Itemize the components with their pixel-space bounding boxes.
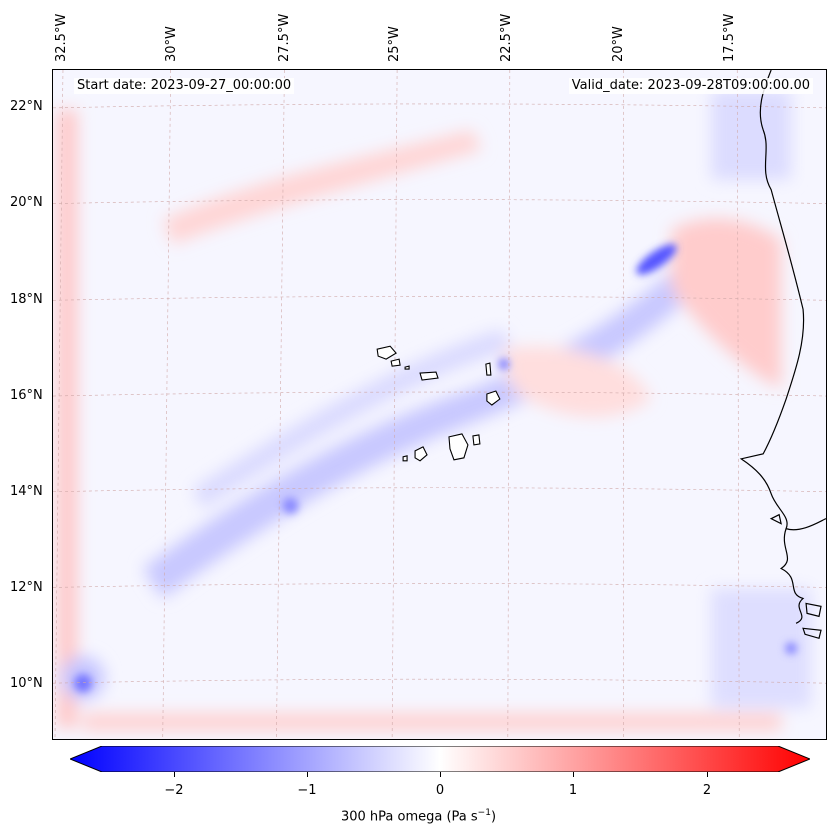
colorbar-tick-label: 2 xyxy=(702,783,712,798)
colorbar-tick-label: −1 xyxy=(297,783,317,798)
colorbar-tick-label: 0 xyxy=(435,783,445,798)
colorbar-tick-label: 1 xyxy=(568,783,578,798)
latitude-label: 20°N xyxy=(10,195,43,210)
colorbar-tickmark xyxy=(307,772,308,777)
latitude-label: 14°N xyxy=(10,484,43,499)
map-panel xyxy=(52,69,827,740)
coastline xyxy=(739,70,826,640)
omega-field-map xyxy=(53,70,826,739)
colorbar-label: 300 hPa omega (Pa s−1) xyxy=(0,808,837,824)
latitude-label: 18°N xyxy=(10,292,43,307)
colorbar xyxy=(70,746,810,772)
latitude-label: 22°N xyxy=(10,99,43,114)
colorbar-tickmark xyxy=(174,772,175,777)
longitude-label: 27.5°W xyxy=(277,13,292,62)
longitude-label: 25°W xyxy=(387,26,402,62)
longitude-label: 32.5°W xyxy=(54,13,69,62)
colorbar-tickmark xyxy=(440,772,441,777)
cape-verde-islands xyxy=(376,345,501,462)
colorbar-tickmark xyxy=(573,772,574,777)
graticule xyxy=(53,70,826,739)
longitude-label: 17.5°W xyxy=(722,13,737,62)
colorbar-label-end: ) xyxy=(490,809,497,825)
longitude-label: 30°W xyxy=(164,26,179,62)
colorbar-label-main: 300 hPa omega (Pa s xyxy=(340,809,478,825)
omega-strong-cells xyxy=(73,244,798,693)
latitude-label: 12°N xyxy=(10,580,43,595)
longitude-label: 20°W xyxy=(611,26,626,62)
colorbar-tick-label: −2 xyxy=(164,783,184,798)
valid-date-label: Valid_date: 2023-09-28T09:00:00.00 xyxy=(568,78,813,94)
colorbar-gradient xyxy=(70,746,810,772)
latitude-label: 10°N xyxy=(10,676,43,691)
longitude-label: 22.5°W xyxy=(499,13,514,62)
start-date-label: Start date: 2023-09-27_00:00:00 xyxy=(74,78,295,94)
colorbar-tickmark xyxy=(707,772,708,777)
colorbar-label-exponent: −1 xyxy=(477,808,491,818)
latitude-label: 16°N xyxy=(10,388,43,403)
